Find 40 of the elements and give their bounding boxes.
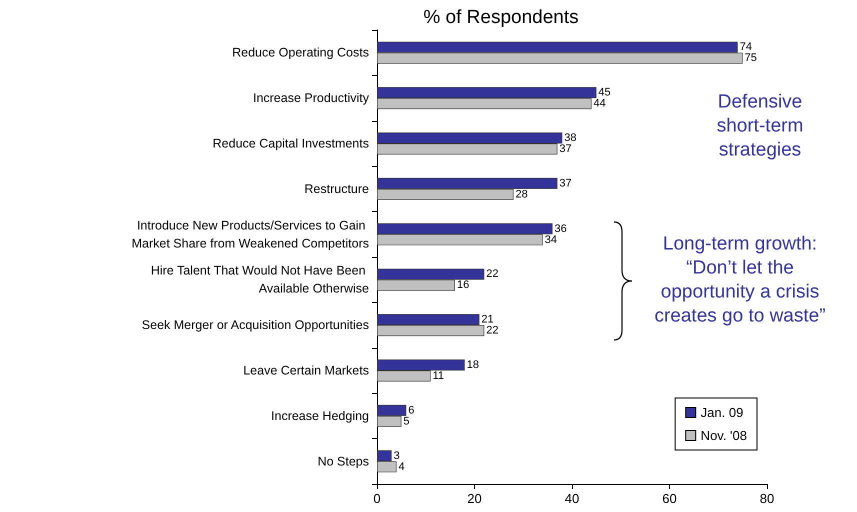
x-tick-label: 0	[373, 491, 381, 506]
data-label: 75	[744, 52, 757, 64]
data-label: 37	[559, 177, 572, 190]
x-tick-label: 40	[564, 491, 580, 506]
y-tick-label: Seek Merger or Acquisition Opportunities	[142, 318, 369, 332]
x-tick-label: 80	[760, 491, 774, 506]
y-tick-label: Reduce Operating Costs	[232, 46, 369, 60]
annotation: Long-term growth: “Don’t let the opportunity a crisis creates go to waste”	[654, 234, 826, 326]
data-label: 74	[740, 41, 752, 54]
data-label: 21	[481, 314, 494, 326]
data-label: 44	[594, 98, 606, 110]
y-tick-label: Introduce New Products/Services to Gain Market Share from Weakened Competitors	[132, 218, 369, 250]
y-tick-label: Increase Productivity	[252, 91, 370, 106]
legend-label: Jan. 09	[700, 405, 744, 420]
y-tick-label: Leave Certain Markets	[243, 364, 369, 378]
data-label: 5	[403, 415, 410, 428]
data-label: 38	[564, 132, 576, 144]
data-label: 28	[516, 188, 528, 200]
data-label: 3	[394, 450, 400, 462]
x-tick-label: 60	[662, 491, 677, 506]
y-tick-label: Increase Hedging	[271, 408, 370, 423]
legend-label: Nov. '08	[700, 428, 748, 443]
x-tick-label: 20	[467, 491, 482, 506]
chart-title: % of Respondents	[423, 7, 579, 28]
data-label: 22	[486, 324, 498, 337]
y-tick-label: Restructure	[304, 182, 370, 196]
annotation: Defensive short-term strategies	[716, 92, 804, 160]
data-label: 36	[554, 222, 567, 235]
data-label: 45	[598, 86, 611, 99]
data-label: 37	[559, 143, 572, 155]
data-label: 16	[457, 279, 470, 292]
y-tick-label: No Steps	[318, 454, 369, 468]
data-label: 4	[398, 460, 405, 473]
data-label: 6	[408, 404, 414, 416]
y-tick-label: Reduce Capital Investments	[212, 136, 369, 150]
y-tick-label: Hire Talent That Would Not Have Been Available Otherwise	[150, 264, 370, 296]
data-label: 22	[486, 268, 498, 280]
data-label: 18	[466, 359, 479, 371]
data-label: 11	[432, 370, 444, 382]
data-label: 34	[544, 234, 557, 246]
